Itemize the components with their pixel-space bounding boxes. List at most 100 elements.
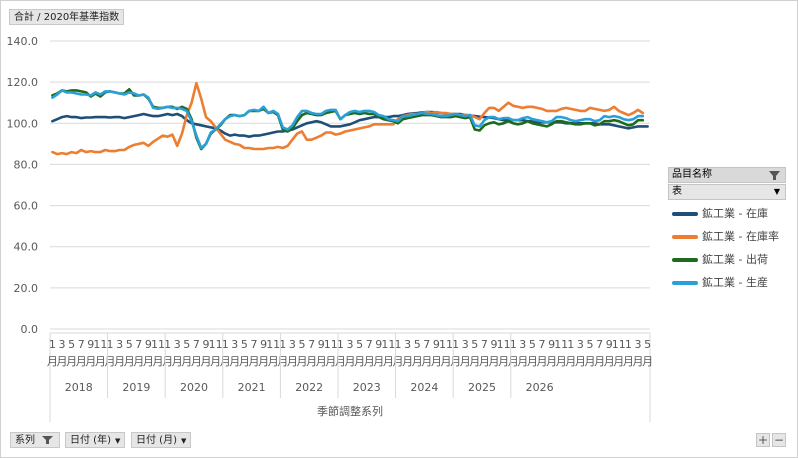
x-tick-month: 1 bbox=[107, 338, 114, 351]
x-tick-month-unit: 月 bbox=[565, 355, 576, 368]
x-tick-month: 1 bbox=[452, 338, 459, 351]
zoom-in-button[interactable]: + bbox=[756, 433, 770, 447]
x-tick-month: 11 bbox=[266, 338, 280, 351]
x-tick-month: 11 bbox=[554, 338, 568, 351]
series-field-button[interactable]: 系列 bbox=[10, 432, 61, 448]
series-line bbox=[51, 89, 645, 150]
legend-item-production[interactable]: 鉱工業 - 生産 bbox=[672, 276, 768, 290]
legend-item-label: 鉱工業 - 在庫率 bbox=[702, 230, 779, 243]
x-tick-year: 2021 bbox=[238, 381, 266, 394]
legend-selector[interactable]: 表 ▼ bbox=[668, 184, 786, 200]
x-tick-month: 9 bbox=[260, 338, 267, 351]
x-tick-month-unit: 月 bbox=[633, 355, 644, 368]
x-tick-month: 3 bbox=[635, 338, 642, 351]
x-tick-month: 1 bbox=[49, 338, 56, 351]
x-tick-month: 1 bbox=[164, 338, 171, 351]
x-tick-month: 9 bbox=[606, 338, 613, 351]
x-tick-month-unit: 月 bbox=[383, 355, 394, 368]
x-tick-month: 7 bbox=[423, 338, 430, 351]
x-tick-month-unit: 月 bbox=[469, 355, 480, 368]
x-tick-month-unit: 月 bbox=[460, 355, 471, 368]
x-tick-month-unit: 月 bbox=[364, 355, 375, 368]
x-tick-month: 3 bbox=[577, 338, 584, 351]
x-tick-month-unit: 月 bbox=[556, 355, 567, 368]
x-tick-month: 11 bbox=[324, 338, 338, 351]
value-field-button[interactable]: 合計 / 2020年基準指数 bbox=[9, 9, 125, 25]
x-tick-month-unit: 月 bbox=[297, 355, 308, 368]
month-field-label: 日付 (月) bbox=[136, 435, 177, 446]
x-tick-month-unit: 月 bbox=[249, 355, 260, 368]
x-tick-month-unit: 月 bbox=[143, 355, 154, 368]
x-tick-month: 9 bbox=[145, 338, 152, 351]
filter-icon[interactable] bbox=[768, 170, 782, 181]
x-tick-year: 2022 bbox=[295, 381, 323, 394]
x-tick-month-unit: 月 bbox=[277, 355, 288, 368]
legend-swatch bbox=[672, 212, 698, 216]
x-tick-month-unit: 月 bbox=[613, 355, 624, 368]
x-tick-month-unit: 月 bbox=[345, 355, 356, 368]
x-tick-month: 7 bbox=[539, 338, 546, 351]
x-tick-year: 2024 bbox=[410, 381, 438, 394]
x-tick-month-unit: 月 bbox=[431, 355, 442, 368]
legend-swatch bbox=[672, 281, 698, 285]
x-tick-month-unit: 月 bbox=[95, 355, 106, 368]
x-tick-month-unit: 月 bbox=[537, 355, 548, 368]
x-tick-month: 7 bbox=[366, 338, 373, 351]
x-tick-month-unit: 月 bbox=[258, 355, 269, 368]
x-tick-month: 11 bbox=[209, 338, 223, 351]
x-tick-month: 9 bbox=[491, 338, 498, 351]
series-line bbox=[51, 81, 645, 156]
x-tick-month-unit: 月 bbox=[172, 355, 183, 368]
x-tick-month-unit: 月 bbox=[133, 355, 144, 368]
x-tick-month-unit: 月 bbox=[441, 355, 452, 368]
y-tick-label: 100.0 bbox=[7, 117, 39, 130]
legend-header-label: 品目名称 bbox=[672, 169, 712, 180]
legend-item-inventory-ratio[interactable]: 鉱工業 - 在庫率 bbox=[672, 230, 779, 244]
x-tick-month: 1 bbox=[625, 338, 632, 351]
zoom-out-button[interactable]: − bbox=[772, 433, 786, 447]
x-tick-month: 5 bbox=[183, 338, 190, 351]
x-tick-month: 1 bbox=[567, 338, 574, 351]
month-field-button[interactable]: 日付 (月) ▼ bbox=[131, 432, 192, 448]
x-tick-month: 1 bbox=[222, 338, 229, 351]
x-tick-month: 9 bbox=[433, 338, 440, 351]
x-tick-month-unit: 月 bbox=[57, 355, 68, 368]
x-tick-month-unit: 月 bbox=[105, 355, 116, 368]
x-tick-month: 3 bbox=[347, 338, 354, 351]
x-tick-month: 5 bbox=[299, 338, 306, 351]
x-tick-month-unit: 月 bbox=[220, 355, 231, 368]
x-tick-month: 9 bbox=[87, 338, 94, 351]
x-tick-month: 5 bbox=[587, 338, 594, 351]
x-tick-month: 5 bbox=[126, 338, 133, 351]
x-tick-month-unit: 月 bbox=[287, 355, 298, 368]
x-tick-month: 7 bbox=[78, 338, 85, 351]
year-field-button[interactable]: 日付 (年) ▼ bbox=[65, 432, 126, 448]
x-tick-month-unit: 月 bbox=[498, 355, 509, 368]
x-axis: 1月3月5月7月9月11月1月3月5月7月9月11月1月3月5月7月9月11月1… bbox=[47, 332, 653, 422]
x-tick-month-unit: 月 bbox=[268, 355, 279, 368]
x-tick-month: 3 bbox=[231, 338, 238, 351]
x-tick-month: 7 bbox=[251, 338, 258, 351]
x-tick-month: 5 bbox=[529, 338, 536, 351]
legend-header[interactable]: 品目名称 bbox=[668, 167, 786, 183]
x-tick-month-unit: 月 bbox=[325, 355, 336, 368]
x-tick-month: 9 bbox=[548, 338, 555, 351]
y-tick-label: 20.0 bbox=[14, 282, 39, 295]
x-tick-month: 11 bbox=[151, 338, 165, 351]
x-tick-month-unit: 月 bbox=[575, 355, 586, 368]
x-tick-month-unit: 月 bbox=[191, 355, 202, 368]
x-tick-month: 11 bbox=[439, 338, 453, 351]
x-tick-month: 7 bbox=[308, 338, 315, 351]
filter-icon bbox=[42, 436, 54, 444]
legend-item-shipments[interactable]: 鉱工業 - 出荷 bbox=[672, 253, 768, 267]
x-tick-month-unit: 月 bbox=[181, 355, 192, 368]
x-tick-month: 7 bbox=[193, 338, 200, 351]
x-tick-month-unit: 月 bbox=[373, 355, 384, 368]
legend-item-inventory[interactable]: 鉱工業 - 在庫 bbox=[672, 207, 768, 221]
x-tick-month: 11 bbox=[612, 338, 626, 351]
x-tick-month-unit: 月 bbox=[114, 355, 125, 368]
x-tick-month-unit: 月 bbox=[47, 355, 58, 368]
x-tick-month: 7 bbox=[481, 338, 488, 351]
x-tick-month-unit: 月 bbox=[354, 355, 365, 368]
